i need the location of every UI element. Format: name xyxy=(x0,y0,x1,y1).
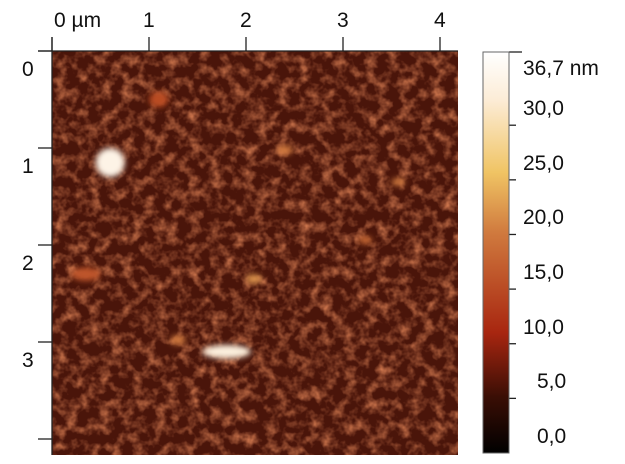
height-feature xyxy=(170,335,186,345)
x-tick-label: 3 xyxy=(337,9,349,32)
height-feature xyxy=(149,91,169,108)
height-map xyxy=(52,51,458,455)
y-tick-label: 3 xyxy=(22,349,34,372)
colorbar-tick-label: 15,0 xyxy=(523,261,564,285)
colorbar xyxy=(482,51,510,454)
height-feature xyxy=(391,178,406,186)
height-feature xyxy=(202,344,251,359)
y-tick-label: 0 xyxy=(22,58,34,81)
colorbar-tick-label: 30,0 xyxy=(523,97,564,121)
x-tick-label: 1 xyxy=(143,9,155,32)
height-feature xyxy=(246,274,262,284)
y-tick-label: 2 xyxy=(22,252,34,275)
y-tick-label: 1 xyxy=(22,155,34,178)
height-feature xyxy=(95,148,125,178)
colorbar-max-label: 36,7 nm xyxy=(523,57,599,80)
colorbar-tick-label: 0,0 xyxy=(537,425,567,448)
height-feature xyxy=(71,267,101,281)
x-tick-label: 4 xyxy=(434,9,446,32)
x-tick-label: 0 µm xyxy=(54,9,102,32)
height-feature xyxy=(358,236,373,245)
colorbar-tick-label: 20,0 xyxy=(523,206,564,230)
colorbar-tick-label: 5,0 xyxy=(537,370,567,394)
height-feature xyxy=(277,145,293,155)
colorbar-tick-label: 10,0 xyxy=(523,315,564,339)
colorbar-tick-label: 25,0 xyxy=(523,151,564,175)
x-tick-label: 2 xyxy=(240,9,252,32)
